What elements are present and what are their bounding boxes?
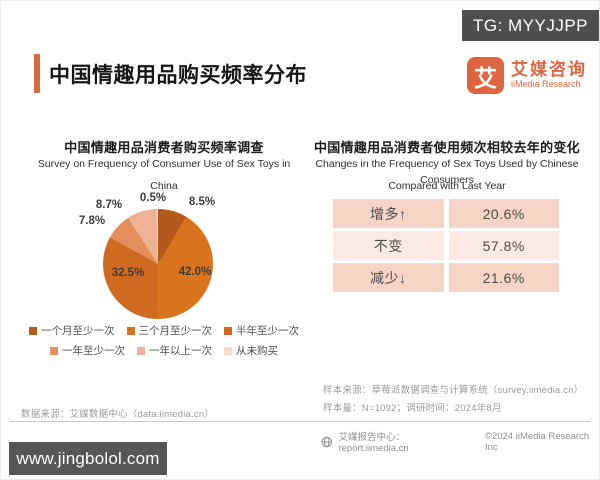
legend-swatch-icon (224, 326, 232, 335)
table-section-subtitle-line1: Changes in the Frequency of Sex Toys Use… (315, 158, 579, 186)
table-row: 减少↓ 21.6% (333, 263, 559, 292)
table-section-title: 中国情趣用品消费者使用频次相较去年的变化 (313, 140, 580, 155)
table-cell-label: 增多↑ (333, 199, 444, 228)
legend-swatch-icon (137, 346, 145, 355)
legend-row-2: 一年至少一次 一年以上一次 从未购买 (25, 343, 303, 358)
pie-label-yearly: 7.8% (78, 215, 106, 227)
pie-label-over-a-year: 8.7% (95, 199, 123, 211)
footer-copyright: ©2024 iiMedia Research Inc (484, 430, 590, 453)
iimedia-logo: 艾 艾媒咨询 iiMedia Research (467, 57, 587, 94)
footer-report-center: 艾媒报告中心：report.iimedia.cn (338, 432, 409, 454)
table-cell-value: 57.8% (448, 231, 559, 260)
pie-chart (103, 209, 213, 319)
globe-icon (321, 436, 332, 447)
table-cell-label: 减少↓ (333, 263, 444, 292)
data-source-note: 数据来源：艾媒数据中心（data.iimedia.cn） (21, 409, 214, 420)
table-row: 增多↑ 20.6% (333, 199, 559, 228)
legend-item: 一个月至少一次 (29, 323, 115, 338)
legend-label: 三个月至少一次 (138, 325, 213, 337)
page-title: 中国情趣用品购买频率分布 (49, 64, 307, 87)
footer: 艾媒报告中心：report.iimedia.cn ©2024 iiMedia R… (321, 429, 599, 454)
legend-item: 半年至少一次 (224, 323, 299, 338)
legend-item: 从未购买 (224, 343, 278, 358)
pie-section-subtitle-line1: Survey on Frequency of Consumer Use of S… (37, 158, 291, 170)
pie-legend: 一个月至少一次 三个月至少一次 半年至少一次 一年至少一次 一年以上一次 从未购… (25, 323, 303, 358)
legend-label: 一个月至少一次 (41, 325, 115, 337)
logo-brand-cn: 艾媒咨询 (511, 59, 587, 79)
legend-label: 一年至少一次 (62, 345, 125, 357)
table-cell-label: 不变 (333, 231, 444, 260)
legend-swatch-icon (50, 346, 58, 355)
pie-label-quarterly: 42.0% (178, 266, 212, 278)
sample-size-note: 样本量：N=1092；调研时间：2024年8月 (323, 403, 502, 414)
pie-label-monthly: 8.5% (188, 196, 216, 208)
logo-brand-en: iiMedia Research (511, 79, 581, 90)
legend-swatch-icon (29, 326, 37, 335)
sample-source-note: 样本来源：草莓派数据调查与计算系统（survey.iimedia.cn） (323, 385, 584, 396)
table-section-subtitle-line2: Compared with Last Year (388, 180, 506, 192)
tg-watermark-badge: TG: MYYJJPP (462, 10, 599, 41)
pie-section-subtitle-line2: China (150, 180, 178, 192)
legend-label: 半年至少一次 (236, 325, 299, 337)
change-table: 增多↑ 20.6% 不变 57.8% 减少↓ 21.6% (333, 199, 559, 292)
iimedia-logo-icon: 艾 (467, 57, 504, 94)
pie-label-never: 0.5% (139, 192, 167, 204)
title-accent-bar (34, 54, 40, 93)
legend-row-1: 一个月至少一次 三个月至少一次 半年至少一次 (25, 323, 303, 338)
bottom-watermark: www.jingbolol.com (9, 442, 167, 475)
legend-item: 一年至少一次 (50, 343, 125, 358)
legend-item: 一年以上一次 (137, 343, 212, 358)
pie-label-half-year: 32.5% (111, 267, 145, 279)
iimedia-logo-text: 艾媒咨询 iiMedia Research (511, 59, 587, 91)
legend-item: 三个月至少一次 (126, 323, 213, 338)
legend-label: 从未购买 (236, 345, 278, 357)
table-cell-value: 20.6% (448, 199, 559, 228)
legend-label: 一年以上一次 (149, 345, 212, 357)
legend-swatch-icon (224, 346, 232, 355)
table-cell-value: 21.6% (448, 263, 559, 292)
pie-section-title: 中国情趣用品消费者购买频率调查 (64, 140, 264, 155)
legend-swatch-icon (126, 326, 135, 335)
footer-divider (9, 421, 591, 422)
table-row: 不变 57.8% (333, 231, 559, 260)
